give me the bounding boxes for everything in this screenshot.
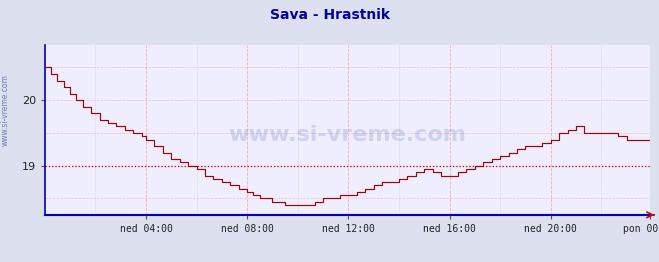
Text: www.si-vreme.com: www.si-vreme.com [1,74,10,146]
Text: Sava - Hrastnik: Sava - Hrastnik [270,8,389,22]
Text: www.si-vreme.com: www.si-vreme.com [228,125,467,145]
